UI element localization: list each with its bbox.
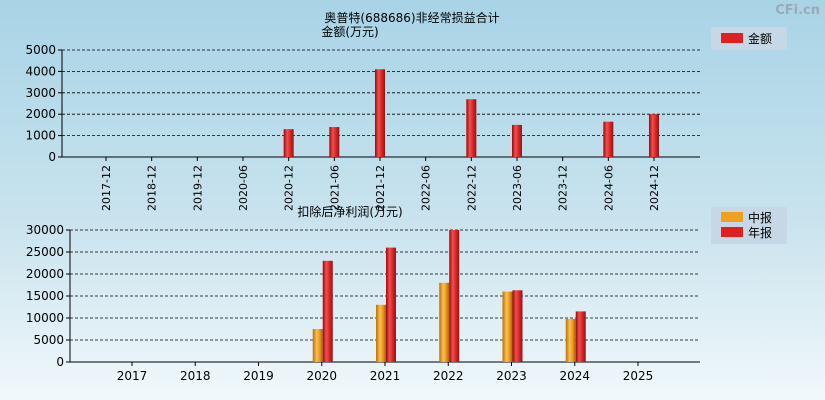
bar-金额-2023-06 (512, 124, 522, 157)
bar-年报-2022 (449, 230, 460, 362)
y-tick-label: 1000 (25, 129, 56, 143)
chart-2-yticks: 0 5000 10000 15000 20000 25000 30000 (26, 223, 64, 369)
x-tick-label: 2022-06 (420, 165, 433, 211)
y-tick-label: 5000 (33, 333, 64, 347)
legend-label-interim: 中报 (748, 210, 772, 225)
y-tick-label: 20000 (26, 267, 64, 281)
x-tick-label: 2025 (623, 369, 654, 383)
bar-中报-2024 (565, 318, 576, 362)
x-tick-label: 2024-12 (648, 165, 661, 211)
y-tick-label: 5000 (25, 43, 56, 57)
x-tick-label: 2024 (559, 369, 590, 383)
x-tick-label: 2019-12 (191, 165, 204, 211)
chart-1-xticks: 2017-12 2018-12 2019-12 2020-06 2020-12 2021-… (100, 165, 661, 211)
legend-label-amount: 金额 (748, 31, 772, 46)
legend-label-annual: 年报 (748, 225, 772, 240)
legend-swatch-interim (721, 212, 743, 222)
x-tick-label: 2024-06 (602, 165, 615, 211)
chart-2-xticks: 2017 2018 2019 2020 2021 2022 2023 2024 2025 (117, 369, 654, 383)
x-tick-label: 2021-06 (328, 165, 341, 211)
x-tick-label: 2019 (243, 369, 274, 383)
bar-金额-2022-12 (466, 99, 477, 157)
y-tick-label: 0 (48, 150, 56, 164)
chart-1-yticks: 0 1000 2000 3000 4000 5000 (25, 43, 56, 164)
x-tick-label: 2021-12 (374, 165, 387, 211)
bar-中报-2021 (376, 304, 386, 362)
chart-1-legend: 金额 (711, 27, 787, 50)
chart-1-legend-box (711, 27, 787, 50)
chart-2-bars (312, 230, 586, 362)
x-tick-label: 2017 (117, 369, 148, 383)
x-tick-label: 2020-12 (283, 165, 296, 211)
y-tick-label: 4000 (25, 64, 56, 78)
legend-swatch-annual (721, 227, 743, 237)
bar-中报-2020 (312, 329, 323, 362)
x-tick-label: 2023 (496, 369, 527, 383)
bar-金额-2024-06 (603, 121, 614, 157)
x-tick-label: 2021 (370, 369, 401, 383)
watermark: CFi.cn (775, 3, 820, 18)
chart-1-bars (283, 69, 659, 157)
x-tick-label: 2022 (433, 369, 464, 383)
bar-金额-2020-12 (283, 129, 294, 157)
y-tick-label: 10000 (26, 311, 64, 325)
chart-1-subtitle: 金额(万元) (321, 24, 378, 39)
y-tick-label: 2000 (25, 107, 56, 121)
bar-金额-2024-12 (649, 114, 659, 157)
y-tick-label: 15000 (26, 289, 64, 303)
bar-年报-2023 (512, 290, 523, 362)
bar-年报-2024 (575, 311, 586, 362)
legend-swatch-amount (721, 33, 743, 43)
chart-2-title: 扣除后净利润(万元) (297, 204, 402, 219)
x-tick-label: 2023-12 (557, 165, 570, 211)
x-tick-label: 2023-06 (511, 165, 524, 211)
y-tick-label: 3000 (25, 86, 56, 100)
bar-金额-2021-12 (375, 69, 385, 157)
bar-年报-2020 (322, 260, 333, 362)
bar-年报-2021 (386, 247, 396, 362)
x-tick-label: 2020-06 (237, 165, 250, 211)
bar-中报-2023 (502, 291, 513, 362)
x-tick-label: 2018-12 (146, 165, 159, 211)
chart-1-grid (58, 49, 700, 161)
chart-2-legend: 中报 年报 (711, 207, 787, 244)
x-tick-label: 2020 (306, 369, 337, 383)
y-tick-label: 0 (56, 355, 64, 369)
x-tick-label: 2017-12 (100, 165, 113, 211)
chart-1: 奥普特(688686)非经常损益合计 金额(万元) 0 1000 2000 3000 4… (25, 10, 787, 211)
y-tick-label: 30000 (26, 223, 64, 237)
y-tick-label: 25000 (26, 245, 64, 259)
x-tick-label: 2018 (180, 369, 211, 383)
bar-金额-2021-06 (329, 127, 340, 157)
x-tick-label: 2022-12 (465, 165, 478, 211)
bar-中报-2022 (439, 282, 450, 362)
chart-2: 扣除后净利润(万元) 0 5000 10000 15000 20000 25000 3000… (26, 204, 787, 383)
chart-1-title: 奥普特(688686)非经常损益合计 (324, 10, 499, 25)
